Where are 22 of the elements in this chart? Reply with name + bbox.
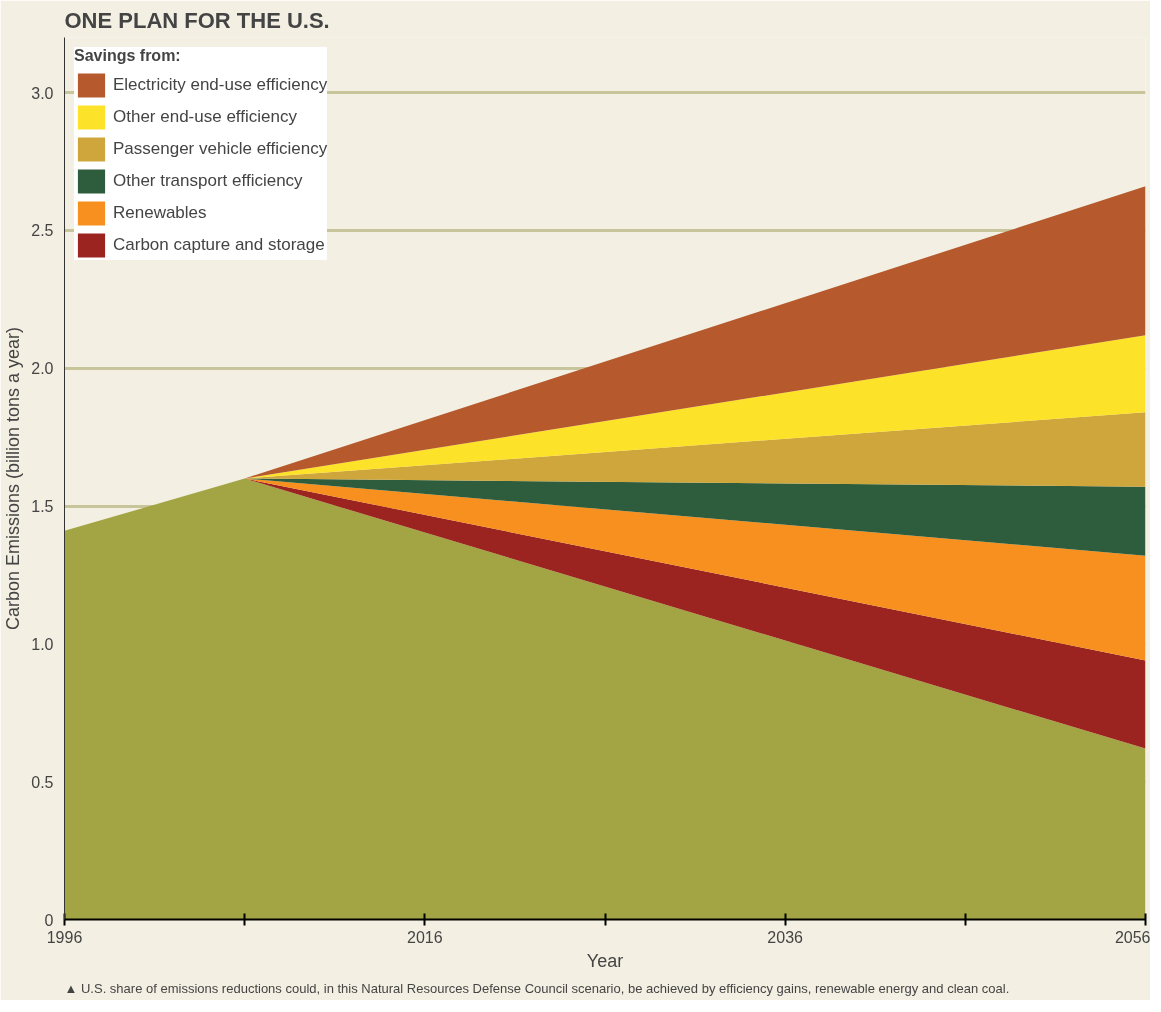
text: ▲ U.S. share of emissions reductions could, in this Natural Resources Defense Council scenario, be achieved by efficiency gains, renewable energy and clean coal. <box>64 980 1010 996</box>
legend-label: Other end-use efficiency <box>113 107 297 127</box>
x-tick-label: 2036 <box>767 928 804 946</box>
y-axis-title: Carbon Emissions (billion tons a year) <box>3 326 24 631</box>
legend-label: Electricity end-use efficiency <box>113 75 328 95</box>
legend-label: Passenger vehicle efficiency <box>113 139 328 159</box>
y-tick-label: 0.5 <box>31 773 54 791</box>
x-axis-title: Year <box>586 950 624 971</box>
y-tick-label: 2.0 <box>31 360 54 378</box>
y-tick-label: 3.0 <box>31 84 54 102</box>
legend-label: Other transport efficiency <box>113 171 303 191</box>
x-tick-label: 2056 <box>1114 928 1151 946</box>
chart-title: ONE PLAN FOR THE U.S. <box>64 7 330 33</box>
legend-label: Carbon capture and storage <box>113 235 325 255</box>
y-tick-label: 1.0 <box>31 635 54 653</box>
x-tick-label: 2016 <box>407 928 443 946</box>
legend-title: Savings from: <box>74 47 182 65</box>
x-tick-label: 1996 <box>46 928 83 946</box>
y-tick-label: 1.5 <box>31 498 54 516</box>
y-tick-label: 2.5 <box>31 222 54 240</box>
y-tick-label: 0 <box>44 911 54 929</box>
legend-label: Renewables <box>113 203 207 223</box>
